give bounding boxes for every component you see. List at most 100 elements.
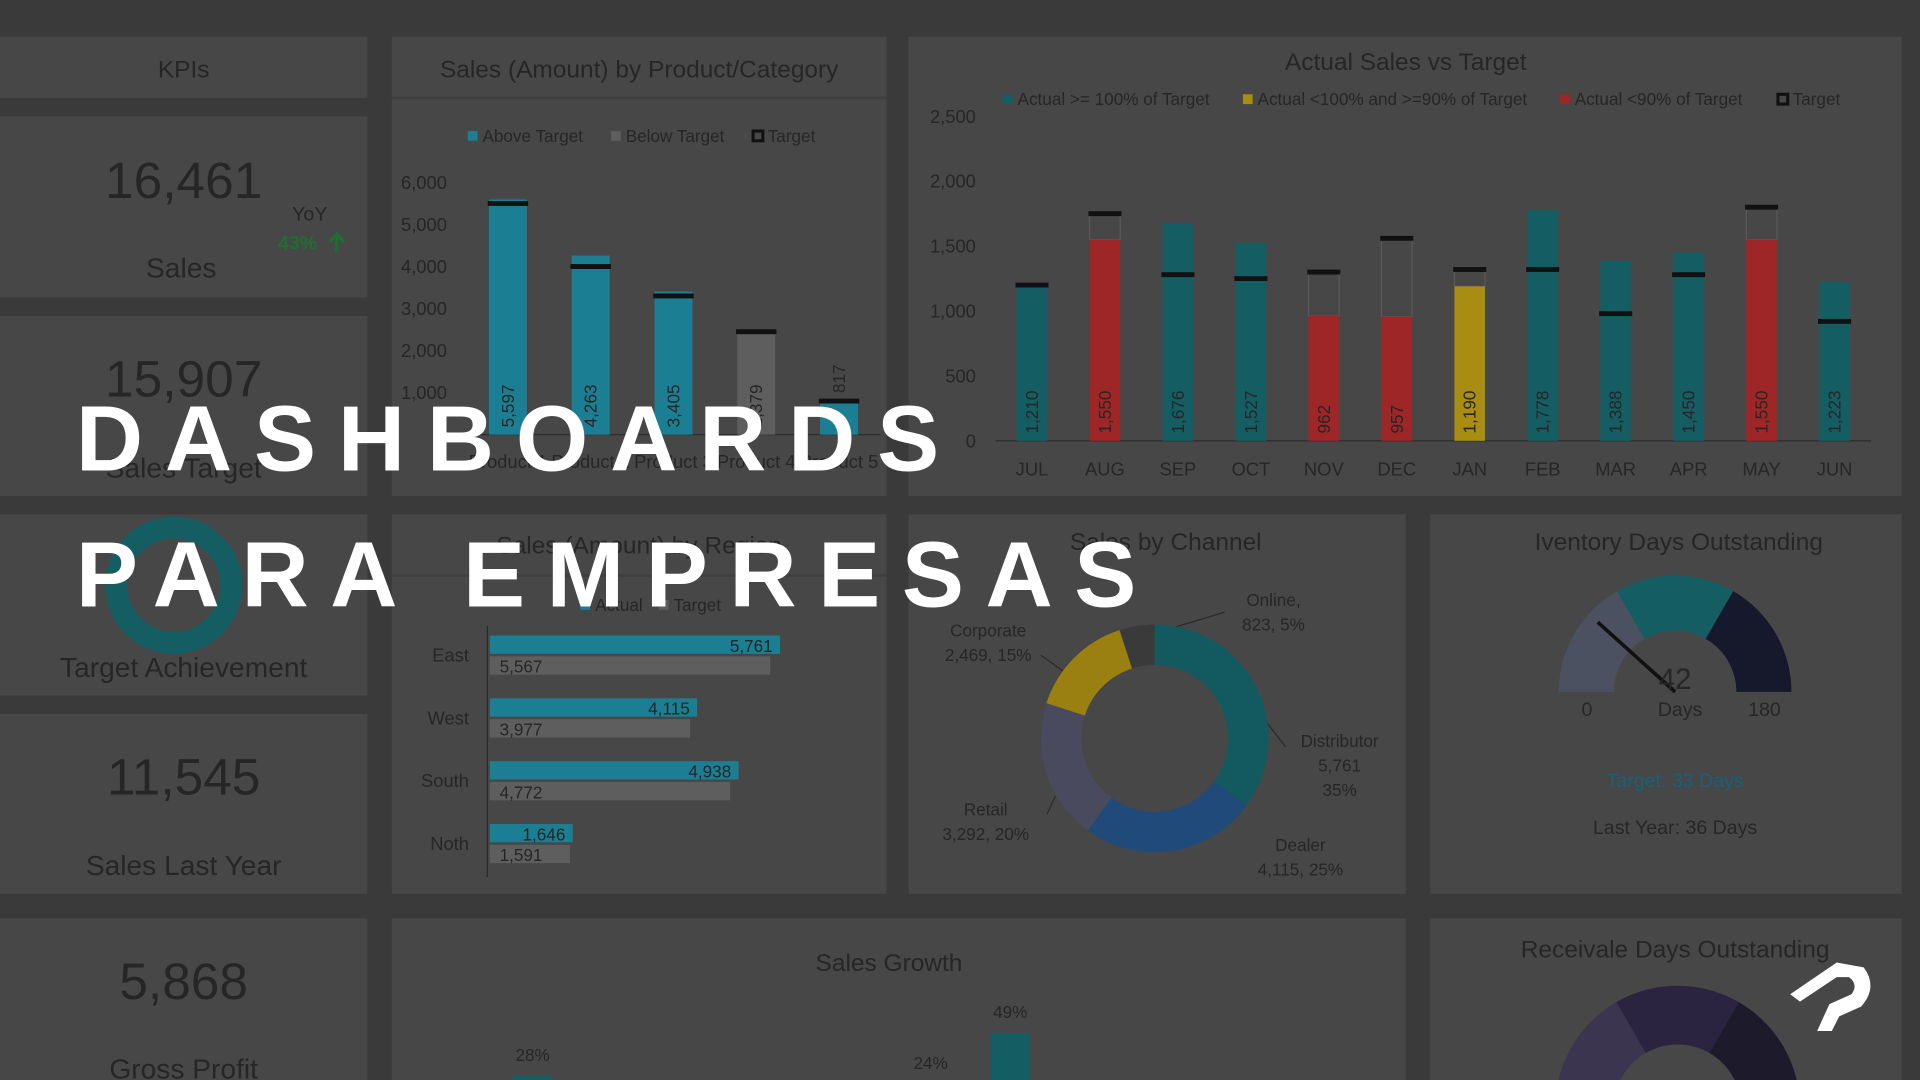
value-label: 5,597 [498, 384, 518, 427]
y-tick-label: 0 [966, 430, 976, 451]
target-marker [736, 329, 777, 335]
legend-label: Target [673, 595, 721, 615]
yoy-value: 43% [278, 233, 317, 255]
value-label: 1,527 [1241, 391, 1261, 434]
bar [1381, 316, 1413, 441]
bar [737, 334, 776, 435]
slice-name: Dealer [1275, 835, 1326, 855]
gauge-last-year: Last Year: 36 Days [1593, 817, 1758, 839]
x-tick-label: MAR [1595, 458, 1636, 479]
legend-swatch [658, 600, 669, 610]
panel [0, 918, 368, 1080]
bar [489, 761, 739, 780]
value-label: 49% [993, 1002, 1027, 1022]
target-marker [1818, 318, 1852, 324]
bar [1089, 239, 1121, 441]
legend-swatch [1242, 94, 1253, 105]
chart-title: Sales by Channel [1070, 529, 1262, 556]
value-label: 24% [913, 1053, 947, 1073]
value-label: 1,550 [1752, 391, 1772, 434]
bar [489, 823, 573, 843]
target-marker [1672, 272, 1706, 278]
yoy-label: YoY [292, 203, 327, 225]
bar [1600, 260, 1631, 441]
value-label: 2,379 [746, 384, 766, 427]
bar [1819, 282, 1850, 441]
slice-label: 3,292, 20% [942, 824, 1029, 844]
x-tick-label: APR [1670, 458, 1708, 479]
target-marker [487, 201, 529, 206]
kpi-value: 11,545 [107, 747, 260, 805]
gauge-band [1616, 575, 1734, 639]
kpi-label: Gross Profit [109, 1053, 258, 1080]
value-label: 3,977 [500, 720, 543, 740]
panel [0, 36, 368, 98]
panel [0, 315, 368, 496]
charts: Sales (Amount) by Product/Category Above … [401, 49, 1872, 1080]
logo [1790, 962, 1871, 1032]
value-label: 5,761 [730, 636, 773, 656]
target-marker [1307, 269, 1341, 275]
value-label: 4,938 [688, 762, 731, 782]
bar [820, 400, 858, 435]
bar [654, 291, 693, 435]
x-tick-label: JUN [1817, 458, 1853, 479]
bar [488, 199, 527, 435]
x-tick-label: Product 1 [469, 451, 548, 472]
bar [1308, 315, 1340, 441]
value-label: 1,210 [1022, 391, 1042, 434]
donut-slice [1046, 630, 1132, 716]
y-tick-label: East [432, 645, 469, 666]
gauge-max: 180 [1748, 699, 1781, 721]
value-label: 1,646 [523, 824, 566, 844]
legend-label: Above Target [482, 126, 583, 146]
value-label: 1,591 [500, 845, 543, 865]
y-tick-label: Noth [430, 833, 469, 854]
donut-slice [1119, 624, 1155, 669]
panel [0, 514, 368, 696]
target-marker [1526, 267, 1560, 272]
target-marker [1015, 282, 1049, 288]
legend-swatch [580, 600, 591, 610]
x-tick-label: DEC [1377, 458, 1416, 479]
target-marker [1599, 311, 1633, 317]
kpi-label: Sales [146, 253, 216, 284]
y-tick-label: 4,000 [401, 256, 447, 277]
bar [1527, 210, 1559, 441]
kpi-label: Sales Target [106, 452, 262, 483]
slice-label: 823, 5% [1242, 614, 1305, 634]
chart-title: Receivale Days Outstanding [1521, 937, 1830, 964]
gauge-needle [1596, 620, 1677, 694]
bar [1016, 283, 1048, 441]
y-tick-label: South [421, 770, 469, 791]
legend-swatch [1776, 92, 1790, 106]
y-tick-label: 5,000 [401, 214, 447, 235]
target-marker [1745, 204, 1779, 210]
kpi-label: Target Achievement [60, 652, 307, 683]
chart-title: Actual Sales vs Target [1285, 49, 1527, 76]
value-label: 5,567 [500, 657, 543, 677]
y-tick-label: 500 [945, 365, 976, 386]
gauge-band [1558, 591, 1645, 692]
value-label: 1,190 [1460, 391, 1480, 434]
achievement-ring [105, 516, 243, 654]
slice-name: Online, [1246, 590, 1300, 610]
kpi-value: 15,907 [105, 349, 262, 407]
value-label: 1,778 [1533, 391, 1553, 434]
x-tick-label: OCT [1231, 458, 1270, 479]
slice-name: Retail [964, 799, 1008, 819]
legend-label: Target [768, 126, 816, 146]
chart-title: Sales (Amount) by Region [496, 533, 782, 560]
value-label: 962 [1314, 405, 1334, 434]
legend-label: Actual >= 100% of Target [1018, 89, 1210, 109]
bar [489, 698, 698, 717]
slice-name: Distributor [1301, 731, 1379, 751]
value-label: 1,223 [1825, 391, 1845, 434]
x-tick-label: Product 2 [551, 451, 630, 472]
gauge-min: 0 [1581, 699, 1592, 721]
legend-swatch [467, 131, 478, 141]
value-label: 1,550 [1095, 391, 1115, 434]
target-marker [1088, 211, 1122, 217]
bar [990, 1033, 1030, 1080]
y-tick-label: 2,000 [401, 340, 447, 361]
